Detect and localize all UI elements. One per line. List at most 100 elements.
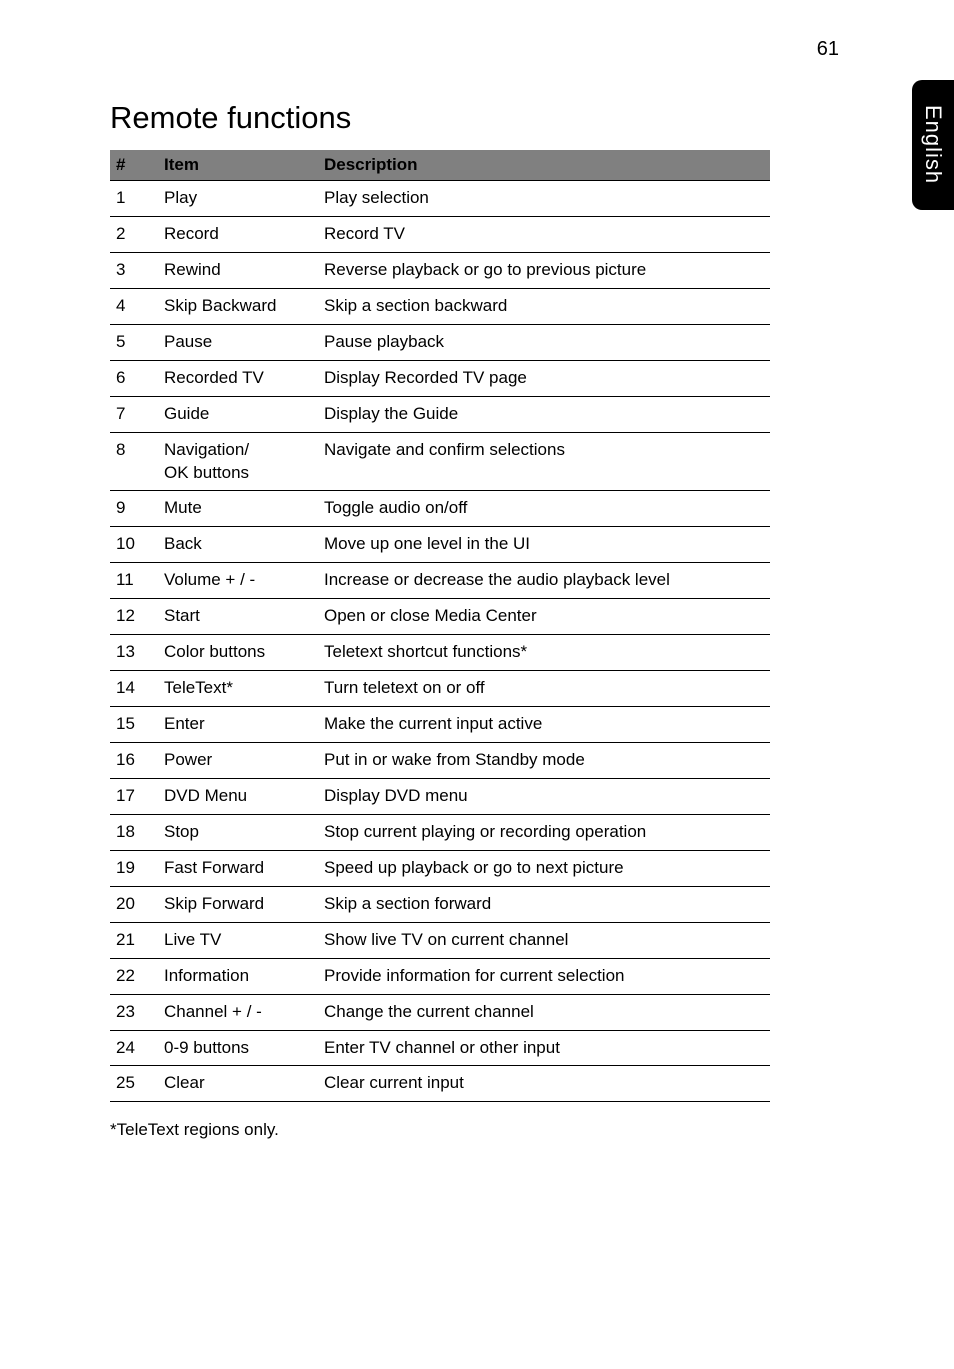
cell-item: TeleText* [158, 671, 318, 707]
cell-item: Navigation/ OK buttons [158, 432, 318, 491]
cell-number: 10 [110, 527, 158, 563]
table-row: 25ClearClear current input [110, 1066, 770, 1102]
cell-description: Open or close Media Center [318, 599, 770, 635]
table-row: 12StartOpen or close Media Center [110, 599, 770, 635]
cell-description: Clear current input [318, 1066, 770, 1102]
table-row: 14TeleText*Turn teletext on or off [110, 671, 770, 707]
cell-number: 11 [110, 563, 158, 599]
cell-number: 1 [110, 181, 158, 217]
cell-item: Start [158, 599, 318, 635]
cell-item: Fast Forward [158, 850, 318, 886]
cell-item: Live TV [158, 922, 318, 958]
cell-number: 25 [110, 1066, 158, 1102]
cell-number: 21 [110, 922, 158, 958]
content-area: Remote functions # Item Description 1Pla… [110, 100, 770, 1140]
cell-item: Play [158, 181, 318, 217]
footnote: *TeleText regions only. [110, 1120, 770, 1140]
table-row: 3RewindReverse playback or go to previou… [110, 252, 770, 288]
cell-description: Make the current input active [318, 707, 770, 743]
cell-description: Turn teletext on or off [318, 671, 770, 707]
cell-item: Enter [158, 707, 318, 743]
cell-item: Guide [158, 396, 318, 432]
cell-description: Skip a section backward [318, 288, 770, 324]
cell-number: 6 [110, 360, 158, 396]
table-row: 11Volume + / -Increase or decrease the a… [110, 563, 770, 599]
cell-description: Display DVD menu [318, 778, 770, 814]
table-row: 13Color buttonsTeletext shortcut functio… [110, 635, 770, 671]
cell-number: 18 [110, 814, 158, 850]
cell-description: Display Recorded TV page [318, 360, 770, 396]
cell-number: 12 [110, 599, 158, 635]
language-tab-label: English [920, 105, 946, 184]
col-header-number: # [110, 150, 158, 181]
cell-number: 14 [110, 671, 158, 707]
cell-item: Record [158, 216, 318, 252]
cell-number: 4 [110, 288, 158, 324]
cell-description: Skip a section forward [318, 886, 770, 922]
cell-description: Stop current playing or recording operat… [318, 814, 770, 850]
cell-number: 5 [110, 324, 158, 360]
cell-description: Display the Guide [318, 396, 770, 432]
table-row: 20Skip ForwardSkip a section forward [110, 886, 770, 922]
table-row: 19Fast ForwardSpeed up playback or go to… [110, 850, 770, 886]
table-row: 15EnterMake the current input active [110, 707, 770, 743]
cell-number: 20 [110, 886, 158, 922]
cell-number: 17 [110, 778, 158, 814]
col-header-item: Item [158, 150, 318, 181]
table-row: 23Channel + / -Change the current channe… [110, 994, 770, 1030]
cell-number: 16 [110, 743, 158, 779]
cell-description: Navigate and confirm selections [318, 432, 770, 491]
cell-item: Skip Forward [158, 886, 318, 922]
cell-number: 24 [110, 1030, 158, 1066]
remote-functions-table: # Item Description 1PlayPlay selection2R… [110, 150, 770, 1102]
table-row: 10BackMove up one level in the UI [110, 527, 770, 563]
cell-item: 0-9 buttons [158, 1030, 318, 1066]
page-heading: Remote functions [110, 100, 770, 136]
cell-item: Stop [158, 814, 318, 850]
table-row: 240-9 buttonsEnter TV channel or other i… [110, 1030, 770, 1066]
cell-number: 19 [110, 850, 158, 886]
cell-number: 13 [110, 635, 158, 671]
cell-number: 9 [110, 491, 158, 527]
table-row: 9MuteToggle audio on/off [110, 491, 770, 527]
cell-number: 15 [110, 707, 158, 743]
table-row: 5PausePause playback [110, 324, 770, 360]
table-row: 7GuideDisplay the Guide [110, 396, 770, 432]
table-row: 17DVD MenuDisplay DVD menu [110, 778, 770, 814]
cell-description: Move up one level in the UI [318, 527, 770, 563]
cell-number: 2 [110, 216, 158, 252]
cell-description: Provide information for current selectio… [318, 958, 770, 994]
cell-description: Put in or wake from Standby mode [318, 743, 770, 779]
table-row: 4Skip BackwardSkip a section backward [110, 288, 770, 324]
table-row: 6Recorded TVDisplay Recorded TV page [110, 360, 770, 396]
cell-item: Power [158, 743, 318, 779]
cell-item: Rewind [158, 252, 318, 288]
cell-description: Reverse playback or go to previous pictu… [318, 252, 770, 288]
cell-item: Back [158, 527, 318, 563]
table-header-row: # Item Description [110, 150, 770, 181]
language-tab: English [912, 80, 954, 210]
cell-description: Enter TV channel or other input [318, 1030, 770, 1066]
cell-number: 8 [110, 432, 158, 491]
cell-item: Channel + / - [158, 994, 318, 1030]
cell-item: DVD Menu [158, 778, 318, 814]
col-header-description: Description [318, 150, 770, 181]
cell-description: Play selection [318, 181, 770, 217]
table-row: 1PlayPlay selection [110, 181, 770, 217]
cell-item: Volume + / - [158, 563, 318, 599]
cell-item: Mute [158, 491, 318, 527]
page-number: 61 [817, 38, 839, 61]
cell-description: Record TV [318, 216, 770, 252]
cell-item: Clear [158, 1066, 318, 1102]
cell-item: Information [158, 958, 318, 994]
cell-item: Color buttons [158, 635, 318, 671]
table-row: 2RecordRecord TV [110, 216, 770, 252]
cell-description: Teletext shortcut functions* [318, 635, 770, 671]
cell-description: Speed up playback or go to next picture [318, 850, 770, 886]
cell-description: Change the current channel [318, 994, 770, 1030]
table-row: 8Navigation/ OK buttonsNavigate and conf… [110, 432, 770, 491]
cell-number: 22 [110, 958, 158, 994]
table-row: 16PowerPut in or wake from Standby mode [110, 743, 770, 779]
cell-description: Toggle audio on/off [318, 491, 770, 527]
cell-description: Show live TV on current channel [318, 922, 770, 958]
